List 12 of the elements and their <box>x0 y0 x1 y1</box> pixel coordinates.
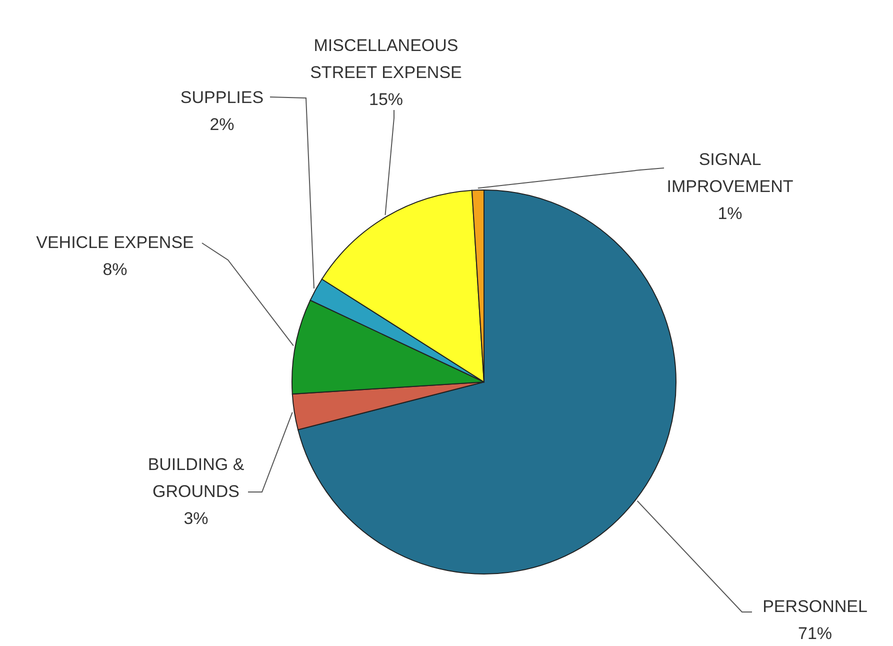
data-label: 1% <box>718 204 742 223</box>
data-label: 8% <box>102 260 128 279</box>
slice-label: MISCELLANEOUS STREET EXPENSE <box>310 36 462 82</box>
slice-label: SUPPLIES <box>180 88 264 107</box>
data-label: 71% <box>798 624 832 643</box>
slice-label: PERSONNEL <box>762 597 868 616</box>
data-label: 15% <box>368 90 404 109</box>
data-label: 3% <box>184 509 208 528</box>
data-label: 2% <box>210 115 234 134</box>
slice-label: BUILDING & GROUNDS <box>148 455 245 501</box>
slice-label: SIGNAL IMPROVEMENT <box>666 150 794 196</box>
slice-label: VEHICLE EXPENSE <box>36 233 194 252</box>
